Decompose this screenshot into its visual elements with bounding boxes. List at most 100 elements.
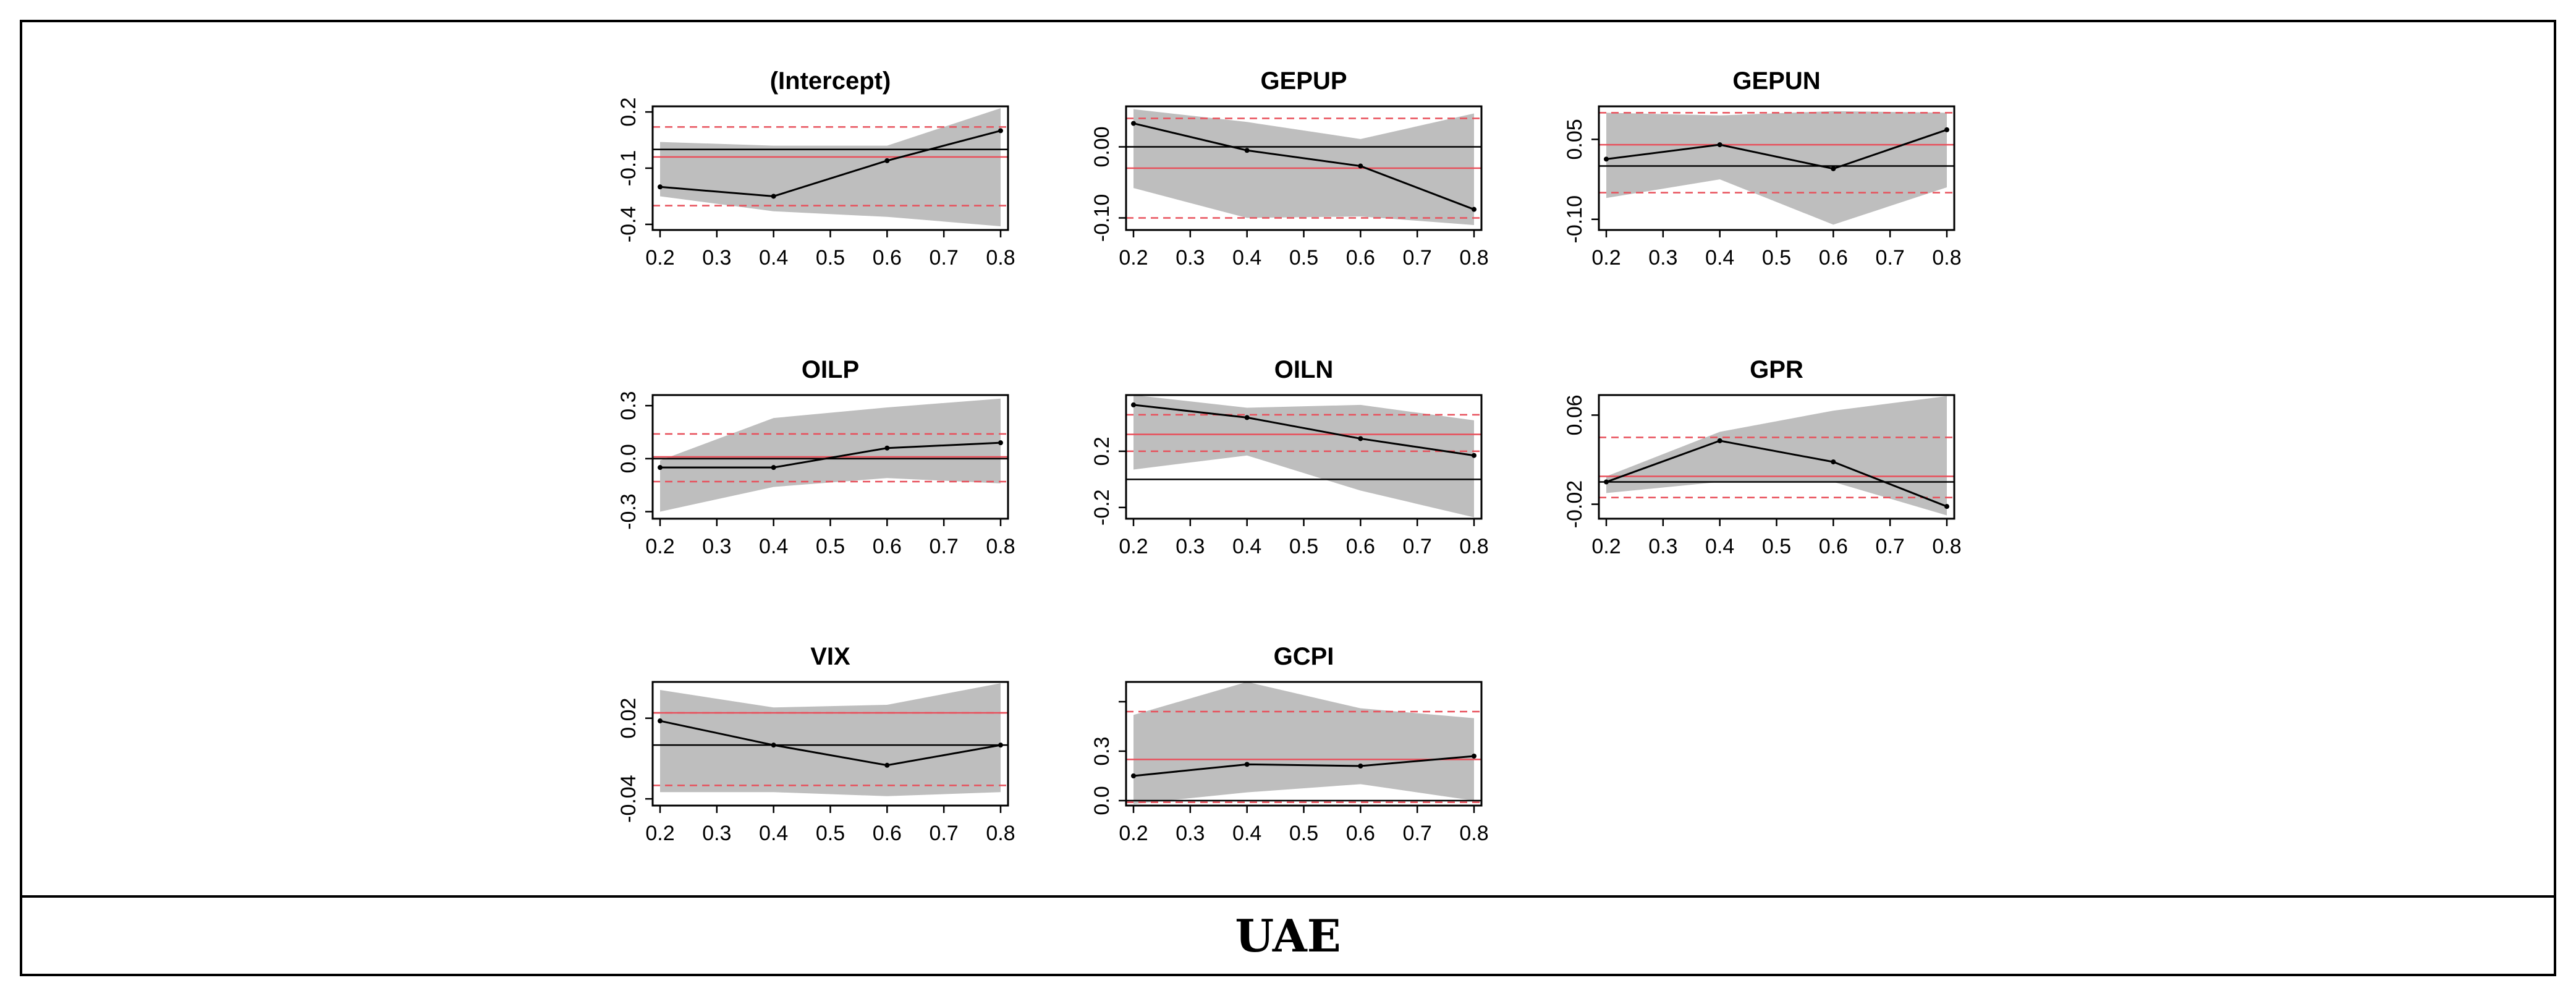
panel-title: GPR	[1750, 356, 1803, 383]
x-tick-label: 0.8	[1932, 246, 1961, 270]
x-tick-label: 0.6	[873, 535, 902, 558]
y-tick-label: 0.3	[1090, 736, 1114, 765]
data-point	[1717, 142, 1722, 148]
data-point	[884, 762, 890, 768]
quantile-estimate-line	[1606, 129, 1947, 170]
x-tick-label: 0.2	[1119, 535, 1148, 558]
y-tick-label: 0.3	[617, 391, 640, 420]
quantile-estimate-line	[660, 441, 1001, 469]
panel-title: GEPUP	[1260, 67, 1347, 95]
y-tick-label: -0.2	[1090, 490, 1114, 526]
y-tick-label: -0.02	[1563, 480, 1587, 529]
x-tick-label: 0.7	[930, 822, 959, 845]
x-tick-label: 0.4	[759, 822, 788, 845]
x-tick-label: 0.3	[702, 246, 731, 270]
x-tick-label: 0.8	[1459, 246, 1488, 270]
x-tick-label: 0.2	[1591, 535, 1621, 558]
x-tick-label: 0.7	[1403, 246, 1432, 270]
y-tick-label: -0.10	[1090, 194, 1114, 242]
data-point	[1358, 764, 1363, 768]
data-point	[1358, 163, 1363, 169]
panel-title: VIX	[810, 643, 850, 670]
panel-title: (Intercept)	[770, 67, 891, 95]
confidence-band	[660, 683, 1001, 796]
confidence-band	[660, 398, 1001, 512]
x-tick-label: 0.4	[1705, 535, 1734, 558]
confidence-band	[660, 108, 1001, 226]
x-tick-label: 0.3	[1648, 535, 1677, 558]
x-tick-label: 0.6	[1819, 535, 1848, 558]
x-tick-label: 0.5	[816, 535, 845, 558]
chart-panel-4: OILP 0.2 0.3 0.4 0.5 0.6 0.7 0.8 0.3 0.0 -0.3	[617, 356, 1015, 558]
data-point	[1472, 453, 1477, 458]
data-point	[1944, 127, 1949, 132]
y-tick-label: 0.0	[1090, 786, 1114, 815]
confidence-band	[1606, 111, 1947, 225]
data-point	[1472, 206, 1477, 212]
x-tick-label: 0.8	[986, 535, 1015, 558]
y-tick-label: 0.0	[617, 444, 640, 473]
country-caption: UAE	[1235, 909, 1341, 962]
confidence-band	[1606, 396, 1947, 516]
x-tick-label: 0.5	[1289, 246, 1318, 270]
y-tick-label: 0.05	[1563, 119, 1587, 160]
x-tick-label: 0.5	[816, 822, 845, 845]
x-tick-label: 0.7	[930, 246, 959, 270]
chart-panel-7: VIX 0.2 0.3 0.4 0.5 0.6 0.7 0.8 0.02 -0.04	[617, 643, 1015, 845]
data-point	[1831, 166, 1836, 171]
data-point	[1472, 754, 1477, 759]
data-point	[658, 184, 663, 190]
quantile-estimate-line	[1133, 755, 1475, 777]
panel-title: GCPI	[1274, 643, 1334, 670]
caption-divider	[22, 895, 2554, 898]
data-point	[1131, 402, 1136, 407]
x-tick-label: 0.4	[1232, 822, 1261, 845]
y-tick-label: 0.2	[617, 97, 640, 126]
x-tick-label: 0.4	[759, 246, 788, 270]
data-point	[1131, 121, 1136, 126]
x-tick-label: 0.6	[873, 822, 902, 845]
chart-panel-3: GEPUN 0.2 0.3 0.4 0.5 0.6 0.7 0.8 0.05 -0.10	[1563, 67, 1962, 270]
confidence-band	[1133, 109, 1474, 225]
chart-panel-2: GEPUP 0.2 0.3 0.4 0.5 0.6 0.7 0.8 0.00 -0.10	[1090, 67, 1489, 270]
quantile-estimate-line	[659, 720, 1001, 767]
x-tick-label: 0.4	[759, 535, 788, 558]
x-tick-label: 0.6	[873, 246, 902, 270]
x-tick-label: 0.3	[1648, 246, 1677, 270]
quantile-estimate-line	[1606, 440, 1947, 508]
x-tick-label: 0.8	[986, 822, 1015, 845]
x-tick-label: 0.5	[1762, 535, 1791, 558]
x-tick-label: 0.4	[1232, 535, 1261, 558]
x-tick-label: 0.2	[1591, 246, 1621, 270]
panel-title: GEPUN	[1732, 67, 1820, 95]
x-tick-label: 0.8	[1459, 822, 1488, 845]
x-tick-label: 0.2	[645, 246, 674, 270]
data-point	[998, 743, 1003, 748]
data-point	[1604, 479, 1609, 485]
y-tick-label: -0.10	[1563, 195, 1587, 244]
y-tick-label: -0.1	[617, 150, 640, 187]
data-point	[1604, 156, 1609, 162]
data-point	[771, 194, 776, 199]
x-tick-label: 0.5	[816, 246, 845, 270]
x-tick-label: 0.8	[986, 246, 1015, 270]
data-point	[1244, 762, 1250, 767]
y-tick-label: 0.02	[617, 698, 640, 739]
x-tick-label: 0.2	[645, 822, 674, 845]
x-tick-label: 0.7	[1876, 246, 1905, 270]
x-tick-label: 0.2	[1119, 822, 1148, 845]
data-point	[771, 465, 776, 470]
data-point	[998, 128, 1003, 134]
quantile-estimate-line	[1133, 404, 1475, 457]
x-tick-label: 0.4	[1232, 246, 1261, 270]
quantile-estimate-line	[1133, 122, 1475, 211]
x-tick-label: 0.5	[1289, 535, 1318, 558]
data-point	[1131, 773, 1136, 778]
quantile-coefficient-plots: (Intercept) 0.2 0.3 0.4 0.5 0.6 0.7 0.8 0.2 -0.1 -…	[617, 67, 1962, 845]
x-tick-label: 0.8	[1932, 535, 1961, 558]
quantile-estimate-line	[659, 129, 1001, 197]
x-tick-label: 0.3	[702, 822, 731, 845]
x-tick-label: 0.7	[930, 535, 959, 558]
y-tick-label: 0.2	[1090, 436, 1114, 466]
